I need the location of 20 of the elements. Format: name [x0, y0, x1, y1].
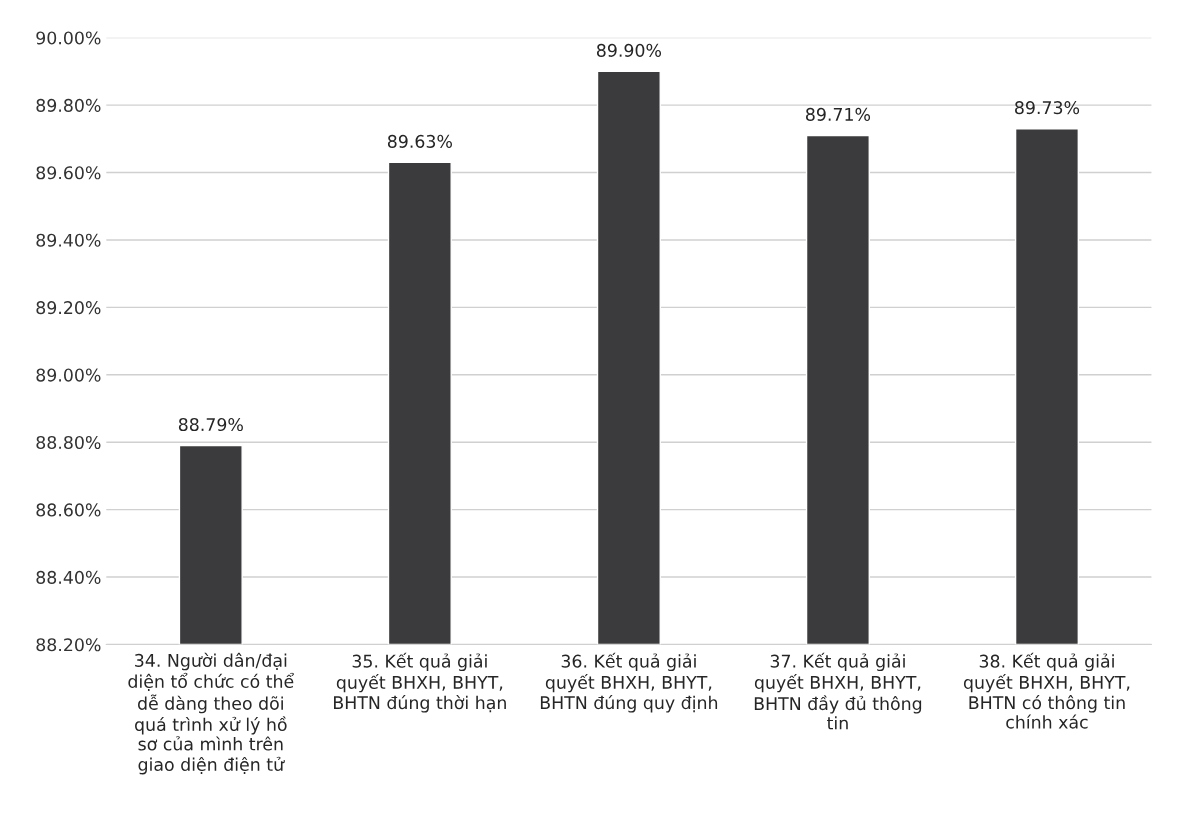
y-tick-label: 88.20%	[36, 638, 101, 652]
x-tick-label: 34. Người dân/đại diện tổ chức có thể dễ dàng theo dõi quá trình xử lý hồ sơ của mình trên giao diện điện tử	[128, 652, 295, 775]
y-tick-label: 89.00%	[36, 368, 101, 382]
data-label: 88.79%	[178, 417, 243, 432]
y-tick-label: 89.80%	[36, 98, 101, 112]
y-tick-label: 88.60%	[36, 503, 101, 517]
x-tick-label: 37. Kết quả giải quyết BHXH, BHYT, BHTN đầy đủ thông tin	[754, 652, 922, 730]
x-tick-label: 35. Kết quả giải quyết BHXH, BHYT, BHTN đúng thời hạn	[334, 652, 506, 713]
y-tick-label: 89.20%	[36, 301, 101, 315]
y-tick-label: 88.80%	[36, 435, 101, 450]
x-tick-label: 38. Kết quả giải quyết BHXH, BHYT, BHTN có thông tin chính xác	[963, 652, 1130, 729]
y-tick-label: 88.40%	[36, 570, 101, 584]
data-label: 89.63%	[387, 134, 452, 148]
y-tick-label: 89.60%	[36, 166, 101, 180]
data-label: 89.90%	[596, 43, 662, 57]
y-tick-label: 90.00%	[36, 31, 101, 45]
y-tick-label: 89.40%	[36, 233, 101, 247]
data-label: 89.73%	[1015, 101, 1080, 115]
data-label: 89.71%	[806, 107, 871, 121]
x-tick-label: 36. Kết quả giải quyết BHXH, BHYT, BHTN đúng quy định	[540, 652, 718, 713]
